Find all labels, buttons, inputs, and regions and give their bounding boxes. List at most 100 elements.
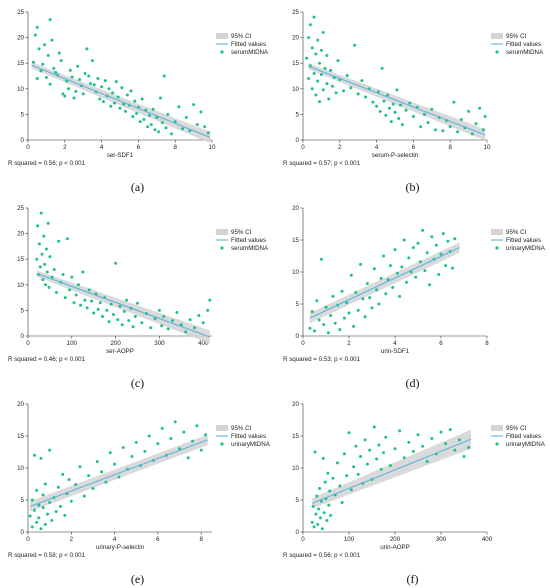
data-point (441, 232, 445, 236)
legend-ci-label: 95% CI (231, 229, 252, 236)
data-point (109, 104, 113, 108)
data-point (402, 238, 406, 242)
data-point (393, 447, 397, 451)
data-point (308, 23, 312, 27)
data-point (426, 121, 430, 125)
data-point (195, 123, 199, 127)
data-point (131, 325, 135, 329)
data-point (191, 439, 195, 443)
data-point (384, 113, 388, 117)
data-point (192, 326, 196, 330)
legend-ci-swatch (216, 33, 228, 39)
data-point (140, 321, 144, 325)
data-point (325, 54, 329, 58)
data-point (334, 91, 338, 95)
legend-series-label: serumMtDNA (506, 49, 544, 56)
y-tick-label: 15 (17, 256, 24, 263)
data-point (101, 100, 105, 104)
x-tick-label: 400 (198, 340, 209, 347)
data-point (384, 435, 388, 439)
data-point (85, 306, 89, 310)
data-point (76, 64, 80, 68)
data-point (39, 456, 43, 460)
x-tick-label: 0 (301, 536, 305, 543)
data-point (411, 114, 415, 118)
data-point (122, 309, 126, 313)
x-tick-label: 8 (173, 144, 177, 151)
data-point (388, 463, 392, 467)
data-point (32, 508, 36, 512)
data-point (131, 114, 135, 118)
data-point (147, 113, 151, 117)
data-point (393, 248, 397, 252)
data-point (45, 270, 49, 274)
data-point (352, 465, 356, 469)
data-point (312, 15, 316, 19)
y-tick-label: 5 (296, 301, 300, 308)
data-point (195, 424, 199, 428)
data-point (57, 51, 61, 55)
x-tick-label: 300 (436, 536, 447, 543)
r-squared-text: R squared = 0.58; p < 0.001 (8, 552, 86, 559)
data-point (393, 110, 397, 114)
data-point (76, 283, 80, 287)
legend-ci-swatch (491, 425, 503, 431)
data-point (382, 99, 386, 103)
legend-series-label: serumMtDNA (231, 49, 269, 56)
data-point (91, 486, 95, 490)
data-point (59, 59, 63, 63)
data-point (170, 132, 174, 136)
data-point (481, 128, 485, 132)
panel-label-e: (e) (130, 572, 145, 586)
data-point (166, 112, 170, 116)
x-tick-label: 6 (412, 144, 416, 151)
data-point (74, 293, 78, 297)
legend-fit-label: Fitted values (231, 433, 266, 440)
data-point (323, 66, 327, 70)
data-point (105, 308, 109, 312)
data-point (117, 475, 121, 479)
data-point (467, 109, 471, 113)
data-point (365, 282, 369, 286)
data-point (428, 283, 431, 287)
data-point (388, 264, 392, 268)
data-point (118, 304, 122, 308)
data-point (313, 329, 316, 333)
data-point (35, 77, 39, 81)
data-point (48, 448, 52, 452)
data-point (179, 323, 183, 327)
data-point (326, 471, 330, 475)
legend-ci-swatch (491, 229, 503, 235)
data-point (425, 251, 429, 255)
x-tick-label: 6 (156, 536, 160, 543)
fitted-line (36, 273, 210, 338)
legend-fit-label: Fitted values (231, 237, 266, 244)
y-tick-label: 25 (292, 9, 299, 16)
data-point (370, 306, 374, 310)
data-point (386, 93, 390, 97)
data-point (43, 262, 47, 266)
data-point (326, 331, 330, 335)
data-point (319, 499, 323, 503)
data-point (108, 451, 112, 455)
legend-series-label: urinaryMtDNA (231, 441, 271, 448)
data-point (400, 265, 404, 269)
data-point (107, 87, 111, 91)
data-point (65, 79, 69, 83)
data-point (114, 261, 118, 265)
data-point (203, 125, 207, 129)
data-point (197, 314, 201, 318)
data-point (45, 512, 49, 516)
data-point (41, 278, 45, 282)
data-point (79, 303, 83, 307)
x-tick-label: 10 (484, 144, 491, 151)
data-point (149, 123, 153, 127)
x-axis-title: ser-SDF1 (107, 152, 134, 159)
data-point (41, 506, 45, 510)
data-point (365, 462, 369, 466)
data-point (81, 270, 85, 274)
data-point (439, 252, 443, 256)
data-point (103, 79, 107, 83)
x-tick-label: 4 (393, 340, 397, 347)
data-point (127, 319, 131, 323)
